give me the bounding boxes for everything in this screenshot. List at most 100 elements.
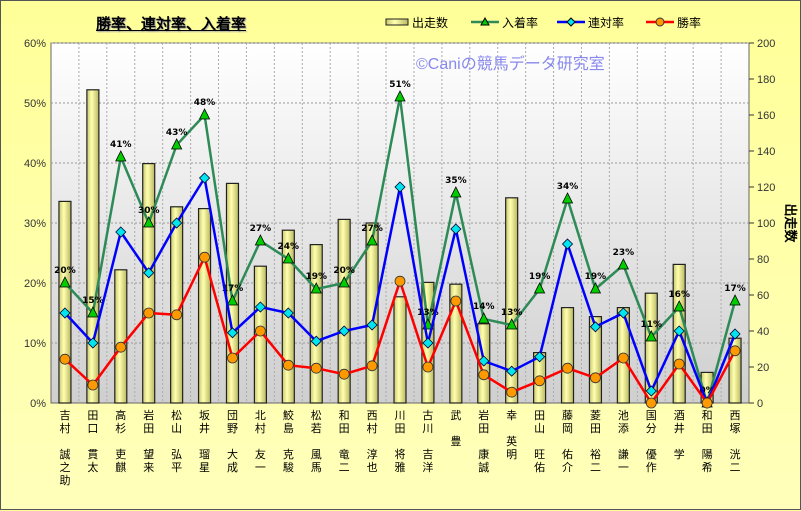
category-char: 星 (199, 461, 210, 474)
left-tick-label: 60% (24, 38, 46, 50)
category-char: 之 (59, 460, 70, 474)
category-label: 高杉 吏麒 (115, 408, 126, 474)
category-char (311, 435, 322, 448)
right-tick-label: 60 (757, 290, 769, 302)
right-tick-label: 200 (757, 38, 775, 50)
circle-marker (562, 362, 573, 374)
circle-marker (227, 352, 238, 364)
bar-出走数 (142, 163, 156, 404)
category-label: 松若 風馬 (311, 408, 322, 474)
data-label: 19% (585, 272, 607, 282)
category-label: 岩田 望来 (143, 408, 154, 474)
category-char: 介 (562, 461, 573, 474)
category-char: 馬 (311, 461, 322, 474)
chart-title: 勝率、連対率、入着率 (96, 15, 247, 33)
left-tick-label: 40% (24, 158, 46, 170)
circle-marker (366, 360, 378, 372)
diamond-marker (87, 337, 99, 349)
bar-出走数 (114, 269, 128, 404)
circle-marker (143, 307, 155, 319)
legend-label: 勝率 (677, 15, 701, 30)
category-label: 西塚 洸二 (730, 409, 741, 474)
data-label: 43% (166, 128, 188, 138)
category-char: 助 (59, 473, 70, 487)
diamond-marker (282, 307, 294, 319)
diamond-marker (338, 325, 350, 337)
category-char: 村 (255, 421, 266, 435)
circle-marker (729, 345, 741, 357)
watermark: ©Caniの競馬データ研究室 (416, 54, 605, 73)
category-char: 洋 (422, 460, 433, 474)
right-tick-label: 140 (757, 146, 775, 158)
category-label: 池添 謙一 (618, 409, 629, 474)
data-label: 14% (473, 302, 495, 312)
category-char: 瑠 (199, 448, 210, 461)
category-char: 望 (143, 448, 154, 461)
triangle-marker (673, 300, 685, 312)
category-char: 田 (143, 422, 154, 435)
category-char (618, 435, 629, 448)
category-char (115, 435, 126, 448)
category-label: 武 豊 (450, 409, 461, 448)
diamond-marker (59, 307, 71, 319)
category-char: 田 (478, 422, 489, 435)
category-char (171, 435, 182, 448)
category-label: 酒井 学 (674, 409, 685, 461)
category-char: 酒 (674, 409, 685, 422)
bar-出走数 (560, 307, 575, 404)
triangle-marker (59, 276, 71, 288)
category-char: 井 (674, 421, 685, 435)
triangle-marker (478, 312, 490, 324)
category-char: 二 (730, 461, 741, 474)
circle-marker (254, 325, 266, 337)
data-label: 24% (278, 242, 300, 252)
data-label: 11% (641, 320, 663, 330)
triangle-marker (450, 186, 462, 198)
data-label: 16% (668, 290, 690, 300)
bar-出走数 (58, 200, 72, 404)
category-char: 竜 (339, 447, 350, 461)
category-char: 一 (618, 461, 629, 474)
category-char (646, 435, 657, 448)
data-label: 34% (557, 182, 579, 192)
category-char: 雅 (395, 460, 406, 474)
triangle-marker (254, 234, 267, 246)
category-char (199, 435, 210, 448)
category-char: 井 (199, 421, 210, 435)
left-tick-label: 50% (24, 98, 46, 110)
right-tick-label: 20 (757, 362, 769, 374)
triangle-marker (226, 294, 239, 306)
category-label: 川田 将雅 (395, 409, 406, 474)
category-char (730, 435, 741, 448)
category-char: 明 (506, 448, 517, 461)
circle-marker (645, 397, 657, 409)
category-char: 坂 (199, 409, 210, 422)
category-char: 旺 (534, 448, 545, 461)
category-char (702, 435, 713, 448)
category-char: 裕 (590, 448, 601, 461)
category-char: 一 (255, 461, 266, 474)
triangle-marker (143, 216, 155, 228)
category-char: 島 (283, 421, 294, 435)
legend-label: 連対率 (588, 15, 624, 30)
category-char: 田 (702, 422, 713, 435)
circle-marker (422, 361, 434, 373)
triangle-marker (338, 276, 350, 288)
category-char: 将 (395, 448, 406, 461)
category-char: 田 (590, 422, 601, 435)
diamond-marker (226, 327, 239, 339)
category-char: 団 (227, 409, 238, 422)
category-label: 鮫島 克駿 (283, 408, 294, 474)
category-char: 鮫 (283, 408, 294, 422)
circle-marker (534, 375, 545, 387)
category-char: 国 (646, 409, 657, 422)
category-char: 田 (87, 409, 98, 422)
category-char: 野 (227, 422, 238, 435)
category-char: 作 (646, 461, 657, 474)
bar-出走数 (86, 89, 100, 404)
category-char: 洸 (730, 447, 741, 461)
diamond-marker (589, 321, 602, 333)
diamond-marker (617, 307, 629, 319)
data-label: 19% (529, 272, 551, 282)
category-char: 武 (450, 409, 461, 422)
